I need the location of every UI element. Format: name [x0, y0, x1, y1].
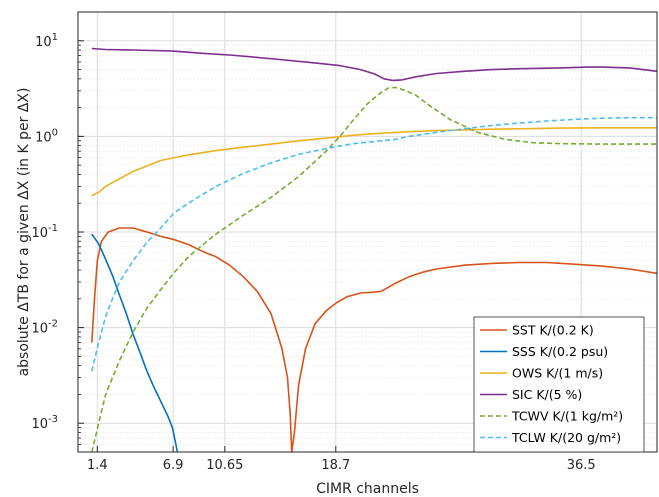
series-line-2 [91, 127, 657, 197]
series-line-5 [91, 116, 657, 372]
axis-ticks: 10-3 10-2 10-1 100 101 1.4 6.9 10.65 18.7 36.5 [31, 32, 595, 473]
legend-label-0: SST K/(0.2 K) [512, 323, 594, 338]
legend-label-5: TCLW K/(20 g/m²) [511, 430, 621, 445]
legend: SST K/(0.2 K) SSS K/(0.2 psu) OWS K/(1 m/s… [473, 316, 645, 453]
x-tick-label: 18.7 [321, 458, 350, 473]
y-tick-label: 10-3 [31, 414, 58, 432]
x-tick-label: 10.65 [206, 458, 243, 473]
series-line-3 [91, 47, 658, 82]
x-axis-label: CIMR channels [316, 481, 419, 497]
series-line-4 [91, 86, 657, 453]
series-lines [91, 47, 658, 453]
x-tick-label: 1.4 [87, 458, 108, 473]
legend-label-4: TCWV K/(1 kg/m²) [511, 409, 623, 424]
y-tick-label: 101 [35, 32, 58, 50]
legend-box [473, 316, 645, 453]
series-line-1 [91, 233, 179, 453]
legend-label-1: SSS K/(0.2 psu) [512, 344, 608, 359]
series-line-0 [91, 227, 658, 453]
x-tick-label: 36.5 [567, 458, 596, 473]
x-tick-label: 6.9 [163, 458, 184, 473]
y-tick-label: 10-2 [31, 319, 58, 337]
y-tick-label: 10-1 [31, 223, 58, 241]
legend-label-2: OWS K/(1 m/s) [512, 366, 603, 381]
y-tick-label: 100 [35, 127, 58, 145]
legend-label-3: SIC K/(5 %) [512, 387, 582, 402]
y-axis-label: absolute ΔTB for a given ΔX (in K per ΔX… [16, 88, 32, 377]
